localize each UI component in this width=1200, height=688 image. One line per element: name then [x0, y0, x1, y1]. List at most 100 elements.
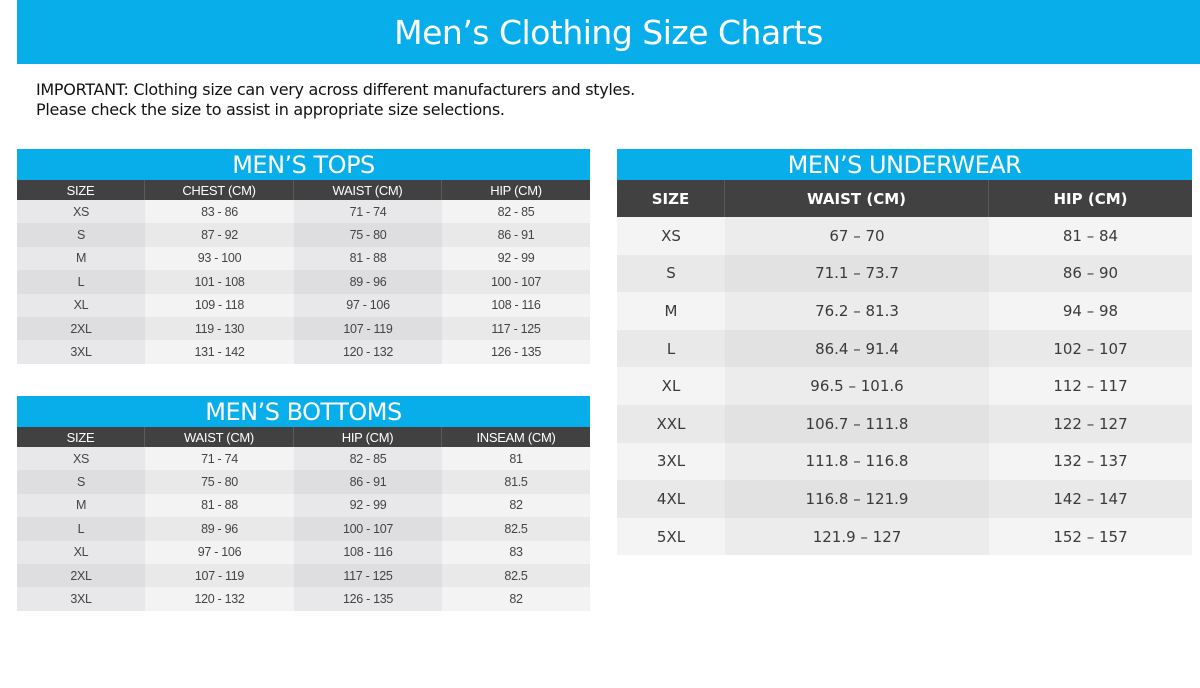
waist-cell: 106.7 – 111.8 [725, 404, 989, 443]
size-cell: L [17, 270, 145, 294]
waist-cell: 71.1 – 73.7 [725, 254, 989, 293]
hip-cell: 94 – 98 [989, 292, 1192, 330]
table-row: XS 71 - 74 82 - 85 81 [17, 447, 590, 471]
waist-cell: 76.2 – 81.3 [725, 292, 989, 330]
hip-cell: 132 – 137 [989, 442, 1192, 481]
size-cell: M [17, 246, 145, 271]
waist-cell: 86.4 – 91.4 [725, 329, 989, 368]
column-header: WAIST (CM) [145, 427, 294, 447]
inseam-cell: 82 [442, 493, 590, 518]
size-cell: 3XL [17, 340, 145, 364]
tops-table-body: XS 83 - 86 71 - 74 82 - 85 S 87 - 92 75 - 80 8… [17, 200, 590, 364]
size-cell: 3XL [617, 442, 725, 481]
waist-cell: 120 - 132 [294, 340, 442, 364]
notice-line-2: Please check the size to assist in appro… [36, 100, 505, 119]
table-row: XL 96.5 – 101.6 112 – 117 [617, 367, 1192, 405]
size-cell: 2XL [17, 316, 145, 341]
size-cell: XS [617, 217, 725, 255]
size-cell: S [17, 223, 145, 247]
size-cell: XL [617, 367, 725, 405]
bottoms-size-table: MEN’S BOTTOMS SIZE WAIST (CM) HIP (CM) I… [17, 396, 590, 611]
waist-cell: 75 - 80 [294, 223, 442, 247]
table-row: S 87 - 92 75 - 80 86 - 91 [17, 223, 590, 247]
hip-cell: 126 - 135 [442, 340, 590, 364]
inseam-cell: 82.5 [442, 517, 590, 541]
hip-cell: 112 – 117 [989, 367, 1192, 405]
column-header: SIZE [17, 180, 145, 200]
size-cell: 5XL [617, 517, 725, 556]
table-row: 4XL 116.8 – 121.9 142 – 147 [617, 480, 1192, 518]
hip-cell: 82 - 85 [442, 200, 590, 224]
hip-cell: 122 – 127 [989, 404, 1192, 443]
size-cell: M [17, 493, 145, 518]
column-header: WAIST (CM) [294, 180, 442, 200]
table-row: S 75 - 80 86 - 91 81.5 [17, 470, 590, 494]
hip-cell: 108 - 116 [294, 540, 442, 564]
hip-cell: 100 - 107 [294, 517, 442, 541]
hip-cell: 86 – 90 [989, 254, 1192, 293]
inseam-cell: 81 [442, 447, 590, 471]
waist-cell: 81 - 88 [145, 493, 294, 518]
waist-cell: 75 - 80 [145, 470, 294, 494]
hip-cell: 102 – 107 [989, 329, 1192, 368]
table-row: XL 97 - 106 108 - 116 83 [17, 540, 590, 564]
waist-cell: 116.8 – 121.9 [725, 480, 989, 518]
hip-cell: 92 - 99 [294, 493, 442, 518]
column-header: INSEAM (CM) [476, 429, 556, 445]
waist-cell: 107 - 119 [145, 563, 294, 588]
column-header: CHEST (CM) [145, 180, 294, 200]
table-row: XS 83 - 86 71 - 74 82 - 85 [17, 200, 590, 224]
important-notice: IMPORTANT: Clothing size can very across… [36, 80, 635, 120]
table-row: M 93 - 100 81 - 88 92 - 99 [17, 246, 590, 271]
hip-cell: 82 - 85 [294, 447, 442, 471]
column-header: HIP (CM) [490, 182, 542, 198]
size-cell: XS [17, 447, 145, 471]
hip-cell: 108 - 116 [442, 293, 590, 317]
hip-cell: 117 - 125 [294, 563, 442, 588]
waist-cell: 121.9 – 127 [725, 517, 989, 556]
chest-cell: 101 - 108 [145, 270, 294, 294]
chest-cell: 93 - 100 [145, 246, 294, 271]
table-row: 2XL 107 - 119 117 - 125 82.5 [17, 563, 590, 588]
notice-text-1: : Clothing size can very across differen… [123, 80, 635, 99]
table-row: S 71.1 – 73.7 86 – 90 [617, 254, 1192, 293]
waist-cell: 111.8 – 116.8 [725, 442, 989, 481]
tops-table-header: SIZE CHEST (CM) WAIST (CM) HIP (CM) [17, 180, 590, 200]
hip-cell: 142 – 147 [989, 480, 1192, 518]
size-cell: 4XL [617, 480, 725, 518]
page-title: Men’s Clothing Size Charts [394, 12, 823, 52]
inseam-cell: 81.5 [442, 470, 590, 494]
waist-cell: 97 - 106 [145, 540, 294, 564]
underwear-table-body: XS 67 – 70 81 – 84 S 71.1 – 73.7 86 – 90 M 76… [617, 217, 1192, 556]
notice-label: IMPORTANT [36, 80, 124, 99]
column-header: HIP (CM) [294, 427, 442, 447]
waist-cell: 96.5 – 101.6 [725, 367, 989, 405]
waist-cell: 67 – 70 [725, 217, 989, 255]
waist-cell: 107 - 119 [294, 316, 442, 341]
waist-cell: 89 - 96 [294, 270, 442, 294]
waist-cell: 71 - 74 [145, 447, 294, 471]
waist-cell: 97 - 106 [294, 293, 442, 317]
table-row: XS 67 – 70 81 – 84 [617, 217, 1192, 255]
table-row: 3XL 120 - 132 126 - 135 82 [17, 587, 590, 611]
underwear-table-title: MEN’S UNDERWEAR [617, 149, 1192, 180]
chest-cell: 109 - 118 [145, 293, 294, 317]
column-header: WAIST (CM) [725, 180, 989, 217]
size-cell: XL [17, 540, 145, 564]
inseam-cell: 83 [442, 540, 590, 564]
hip-cell: 81 – 84 [989, 217, 1192, 255]
hip-cell: 152 – 157 [989, 517, 1192, 556]
table-row: XL 109 - 118 97 - 106 108 - 116 [17, 293, 590, 317]
size-cell: XS [17, 200, 145, 224]
size-cell: L [617, 329, 725, 368]
table-row: L 89 - 96 100 - 107 82.5 [17, 517, 590, 541]
size-cell: 3XL [17, 587, 145, 611]
hip-cell: 92 - 99 [442, 246, 590, 271]
bottoms-table-header: SIZE WAIST (CM) HIP (CM) INSEAM (CM) [17, 427, 590, 447]
waist-cell: 81 - 88 [294, 246, 442, 271]
size-cell: XL [17, 293, 145, 317]
waist-cell: 89 - 96 [145, 517, 294, 541]
page-title-banner: Men’s Clothing Size Charts [17, 0, 1200, 64]
size-cell: S [17, 470, 145, 494]
tops-size-table: MEN’S TOPS SIZE CHEST (CM) WAIST (CM) HI… [17, 149, 590, 364]
